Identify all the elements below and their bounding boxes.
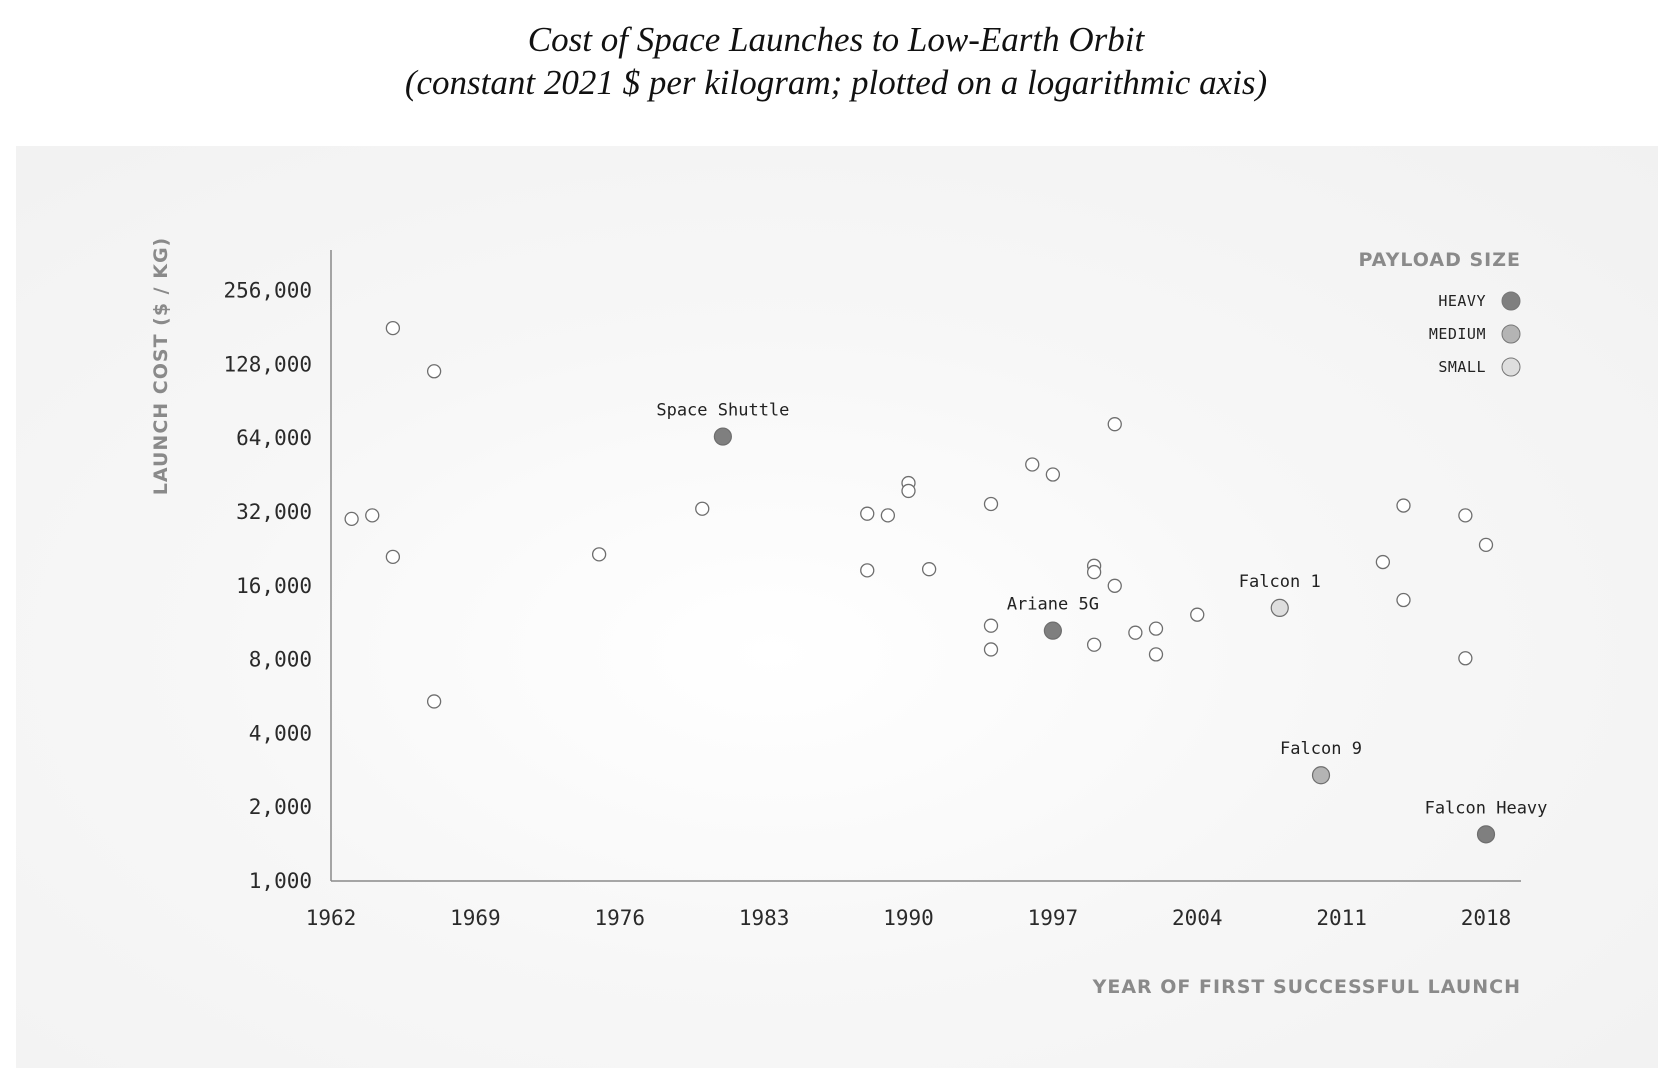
legend-marker (1501, 357, 1521, 377)
x-tick-label: 1997 (1028, 906, 1079, 930)
data-point (983, 618, 999, 633)
legend-label: MEDIUM (1429, 325, 1486, 343)
legend-label: SMALL (1438, 358, 1486, 376)
data-point (921, 562, 937, 577)
data-point (1190, 607, 1205, 622)
data-point (1086, 637, 1102, 652)
highlighted-point (713, 427, 732, 446)
point-annotation: Falcon 1 (1239, 572, 1321, 592)
legend: PAYLOAD SIZE (1359, 249, 1522, 271)
highlighted-point (1476, 825, 1496, 844)
data-point (1375, 554, 1391, 570)
x-tick-label: 2011 (1316, 906, 1367, 930)
data-point (983, 496, 999, 512)
y-axis-title: LAUNCH COST ($ / KG) (150, 237, 172, 495)
data-point (880, 508, 896, 523)
highlighted-point (1311, 766, 1331, 785)
chart-panel (16, 146, 1658, 1068)
point-annotation: Falcon Heavy (1425, 798, 1548, 818)
data-point (1045, 467, 1061, 482)
data-point (1107, 417, 1122, 432)
data-point (426, 694, 442, 709)
data-point (1148, 647, 1164, 662)
data-point (1148, 621, 1164, 636)
data-point (344, 511, 359, 527)
data-point (591, 547, 607, 562)
title-line-1: Cost of Space Launches to Low-Earth Orbi… (527, 20, 1145, 59)
x-tick-label: 2004 (1172, 906, 1223, 930)
y-tick-label: 32,000 (236, 500, 312, 524)
x-tick-label: 1983 (739, 906, 790, 930)
y-tick-label: 2,000 (249, 795, 312, 819)
legend-label: HEAVY (1438, 292, 1486, 310)
data-point (1396, 498, 1411, 513)
data-point (365, 508, 380, 523)
data-point (1025, 457, 1040, 472)
chart-title: Cost of Space Launches to Low-Earth Orbi… (0, 18, 1672, 104)
legend-marker (1501, 291, 1521, 311)
point-annotation: Space Shuttle (656, 401, 789, 421)
highlighted-point (1043, 621, 1062, 640)
point-annotation: Falcon 9 (1280, 739, 1362, 759)
point-annotation: Ariane 5G (1007, 595, 1099, 615)
data-point (901, 483, 916, 499)
data-point (1086, 564, 1102, 580)
title-line-2: (constant 2021 $ per kilogram; plotted o… (404, 63, 1268, 102)
x-tick-label: 1969 (450, 906, 501, 930)
x-axis-title: YEAR OF FIRST SUCCESSFUL LAUNCH (1092, 976, 1521, 998)
data-point (1478, 537, 1494, 553)
y-tick-label: 16,000 (236, 574, 312, 598)
data-point (860, 506, 875, 521)
data-point (1128, 625, 1143, 640)
data-point (1458, 651, 1473, 666)
y-tick-label: 128,000 (223, 352, 312, 376)
data-point (1458, 508, 1473, 523)
data-point (385, 320, 401, 336)
data-point (1396, 592, 1411, 608)
y-tick-label: 4,000 (249, 721, 312, 745)
x-tick-label: 1962 (306, 906, 357, 930)
data-point (983, 642, 999, 657)
x-tick-label: 2018 (1461, 906, 1512, 930)
x-tick-label: 1976 (594, 906, 645, 930)
highlighted-point (1270, 598, 1289, 618)
data-point (1107, 578, 1122, 593)
data-point (695, 501, 710, 516)
y-tick-label: 1,000 (249, 869, 312, 893)
data-point (426, 364, 442, 379)
legend-marker (1501, 324, 1521, 344)
x-tick-label: 1990 (883, 906, 934, 930)
y-tick-label: 64,000 (236, 426, 312, 450)
data-point (385, 549, 401, 564)
y-tick-label: 256,000 (223, 279, 312, 303)
data-point (860, 563, 875, 578)
y-tick-label: 8,000 (249, 648, 312, 672)
legend-title: PAYLOAD SIZE (1359, 249, 1522, 271)
